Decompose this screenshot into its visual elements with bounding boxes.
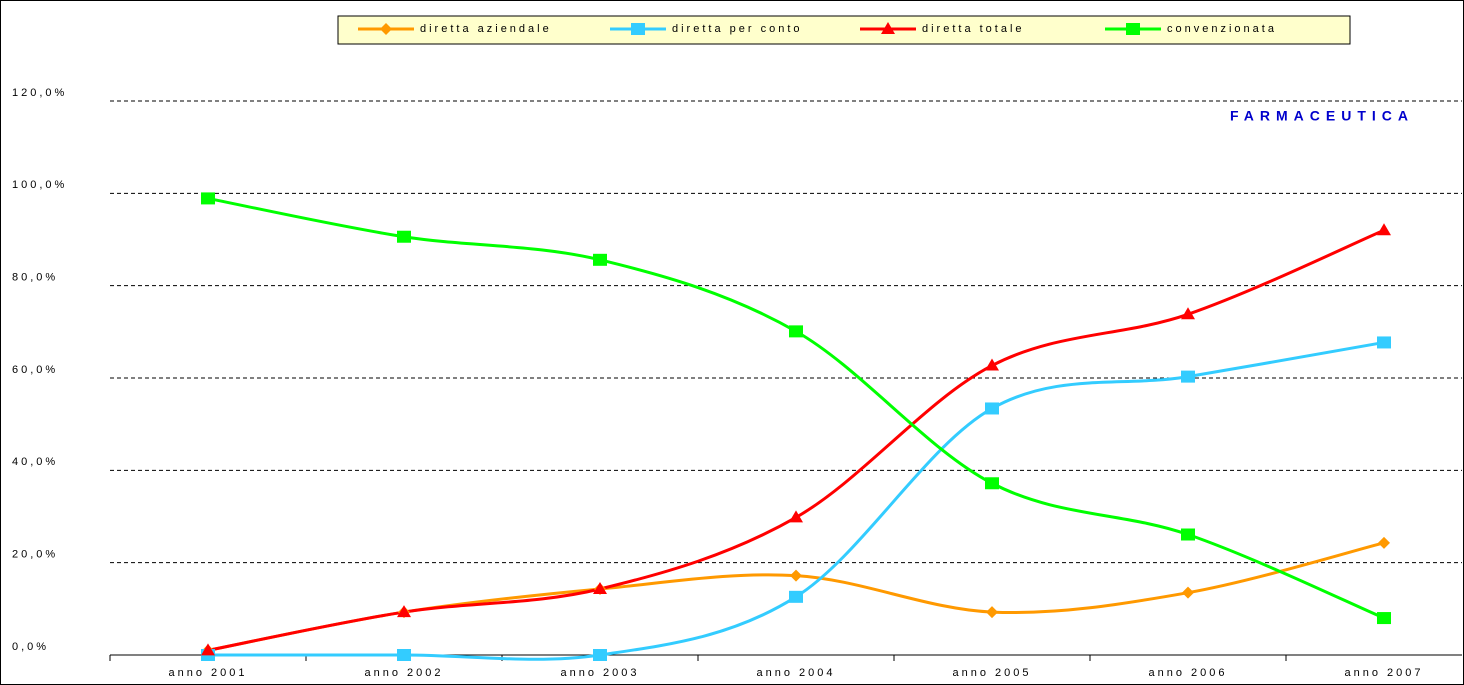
marker: [1377, 612, 1391, 625]
marker: [881, 22, 895, 34]
marker: [789, 510, 803, 523]
marker: [1181, 528, 1195, 541]
marker: [201, 643, 215, 656]
marker: [201, 192, 215, 205]
marker: [593, 253, 607, 266]
marker: [985, 402, 999, 415]
chart-title: FARMACEUTICA: [1230, 108, 1414, 124]
marker: [985, 477, 999, 490]
x-tick-label: anno 2001: [169, 667, 248, 679]
marker: [1377, 223, 1391, 236]
legend-label: convenzionata: [1167, 23, 1277, 35]
y-tick-label: 40,0%: [12, 456, 58, 468]
marker: [790, 569, 802, 582]
legend-label: diretta per conto: [672, 23, 803, 35]
y-tick-label: 120,0%: [12, 87, 67, 99]
marker: [380, 23, 392, 35]
legend-label: diretta aziendale: [420, 23, 552, 35]
marker: [631, 23, 645, 35]
x-tick-label: anno 2002: [365, 667, 444, 679]
marker: [789, 325, 803, 338]
marker: [397, 649, 411, 661]
y-tick-label: 80,0%: [12, 272, 58, 284]
y-tick-label: 100,0%: [12, 179, 67, 191]
x-tick-label: anno 2007: [1345, 667, 1424, 679]
marker: [986, 606, 998, 619]
x-tick-label: anno 2003: [561, 667, 640, 679]
marker: [593, 581, 607, 594]
x-tick-label: anno 2006: [1149, 667, 1228, 679]
y-tick-label: 0,0%: [12, 641, 49, 653]
marker: [1377, 336, 1391, 349]
legend-label: diretta totale: [922, 23, 1025, 35]
x-tick-label: anno 2005: [953, 667, 1032, 679]
marker: [789, 590, 803, 603]
marker: [1181, 307, 1195, 320]
marker: [1126, 23, 1140, 35]
x-tick-label: anno 2004: [757, 667, 836, 679]
legend-box: [337, 15, 1351, 45]
y-tick-label: 60,0%: [12, 364, 58, 376]
marker: [397, 605, 411, 618]
y-tick-label: 20,0%: [12, 549, 58, 561]
marker: [397, 230, 411, 243]
marker: [985, 358, 999, 371]
marker: [593, 649, 607, 661]
marker: [1181, 370, 1195, 383]
marker: [1182, 586, 1194, 599]
marker: [1378, 536, 1390, 549]
